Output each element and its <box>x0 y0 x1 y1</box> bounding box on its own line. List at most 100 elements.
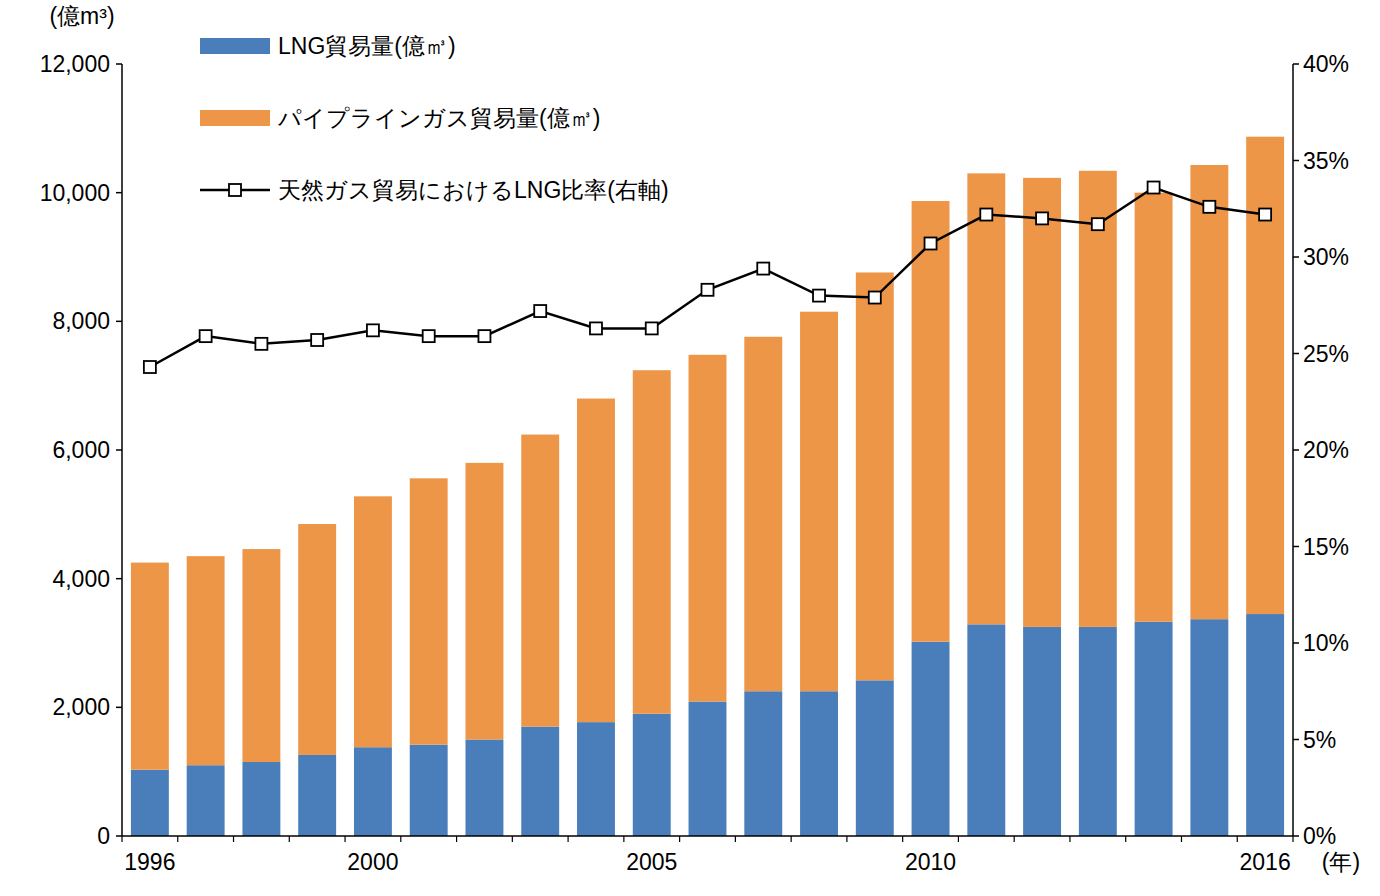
x-boundary <box>679 836 680 842</box>
bar <box>856 680 894 836</box>
marker <box>534 305 546 317</box>
marker <box>1148 182 1160 194</box>
x-boundary <box>735 836 736 842</box>
marker <box>757 263 769 275</box>
x-boundary <box>400 836 401 842</box>
bar <box>131 563 169 770</box>
bar <box>689 702 727 836</box>
plot-area <box>131 137 1284 836</box>
x-boundary <box>177 836 178 842</box>
x-axis-line <box>122 835 1293 837</box>
bar <box>1190 165 1228 619</box>
bar <box>242 549 280 762</box>
marker <box>311 334 323 346</box>
bar <box>465 740 503 837</box>
bar <box>1135 622 1173 836</box>
bar <box>410 478 448 744</box>
marker <box>813 290 825 302</box>
y2-tick-label: 10% <box>1303 630 1349 656</box>
y2-tick-label: 40% <box>1303 51 1349 77</box>
bar <box>856 272 894 680</box>
x-boundary <box>1181 836 1182 842</box>
legend-label: 天然ガス貿易におけるLNG比率(右軸) <box>278 177 669 203</box>
bar <box>131 770 169 836</box>
bar <box>187 765 225 836</box>
bar <box>1135 193 1173 622</box>
legend-swatch <box>200 110 270 126</box>
bar <box>521 435 559 727</box>
x-tick-label: 1996 <box>124 849 175 875</box>
bar <box>242 762 280 836</box>
y-tick <box>116 192 122 194</box>
y2-tick <box>1293 546 1299 548</box>
y2-tick-label: 20% <box>1303 437 1349 463</box>
bar <box>689 355 727 702</box>
bar <box>354 747 392 836</box>
x-axis-label: (年) <box>1322 849 1360 875</box>
x-boundary <box>456 836 457 842</box>
y-tick-label: 8,000 <box>52 308 110 334</box>
y-tick-label: 6,000 <box>52 437 110 463</box>
y2-tick-label: 25% <box>1303 341 1349 367</box>
page: {"chart_data": { "type": "bar", "stacked… <box>0 0 1380 896</box>
x-tick-label: 2000 <box>347 849 398 875</box>
y2-tick <box>1293 353 1299 355</box>
marker <box>590 322 602 334</box>
marker <box>1203 201 1215 213</box>
y2-tick-label: 35% <box>1303 148 1349 174</box>
marker <box>869 292 881 304</box>
x-boundary <box>233 836 234 842</box>
y-tick <box>116 578 122 580</box>
bar <box>1079 171 1117 627</box>
x-boundary <box>902 836 903 842</box>
y-axis-label: (億m³) <box>49 3 114 29</box>
x-boundary <box>958 836 959 842</box>
y-tick <box>116 707 122 709</box>
x-boundary <box>623 836 624 842</box>
y2-tick-label: 30% <box>1303 244 1349 270</box>
y2-tick <box>1293 160 1299 162</box>
x-tick-label: 2005 <box>626 849 677 875</box>
marker <box>980 209 992 221</box>
marker <box>1092 218 1104 230</box>
x-tick-label: 2016 <box>1240 849 1291 875</box>
y2-tick <box>1293 256 1299 258</box>
bar <box>410 745 448 836</box>
legend-label: LNG貿易量(億㎥) <box>278 33 456 59</box>
x-boundary <box>121 836 122 842</box>
y-tick <box>116 835 122 837</box>
x-boundary <box>1292 836 1293 842</box>
y-tick-label: 12,000 <box>40 51 110 77</box>
legend-swatch <box>200 38 270 54</box>
marker <box>1036 212 1048 224</box>
bar <box>465 463 503 740</box>
y-tick-label: 2,000 <box>52 694 110 720</box>
marker <box>646 322 658 334</box>
bar <box>912 642 950 836</box>
bar <box>1190 619 1228 836</box>
bar <box>633 370 671 714</box>
bar <box>521 727 559 836</box>
y2-tick-label: 5% <box>1303 727 1336 753</box>
bar <box>577 722 615 836</box>
line-layer <box>144 182 1271 373</box>
marker <box>478 330 490 342</box>
marker <box>702 284 714 296</box>
bar <box>744 337 782 691</box>
x-boundary <box>1069 836 1070 842</box>
bar <box>633 714 671 836</box>
marker <box>925 237 937 249</box>
x-boundary <box>289 836 290 842</box>
x-boundary <box>344 836 345 842</box>
y2-tick-label: 15% <box>1303 534 1349 560</box>
y-tick <box>116 321 122 323</box>
x-boundary <box>567 836 568 842</box>
x-tick-label: 2010 <box>905 849 956 875</box>
marker <box>367 324 379 336</box>
x-boundary <box>791 836 792 842</box>
legend: LNG貿易量(億㎥)パイプラインガス貿易量(億㎥)天然ガス貿易におけるLNG比率… <box>200 33 669 203</box>
y-tick-label: 4,000 <box>52 566 110 592</box>
bar <box>800 312 838 692</box>
y-tick <box>116 63 122 65</box>
bar <box>1246 614 1284 836</box>
